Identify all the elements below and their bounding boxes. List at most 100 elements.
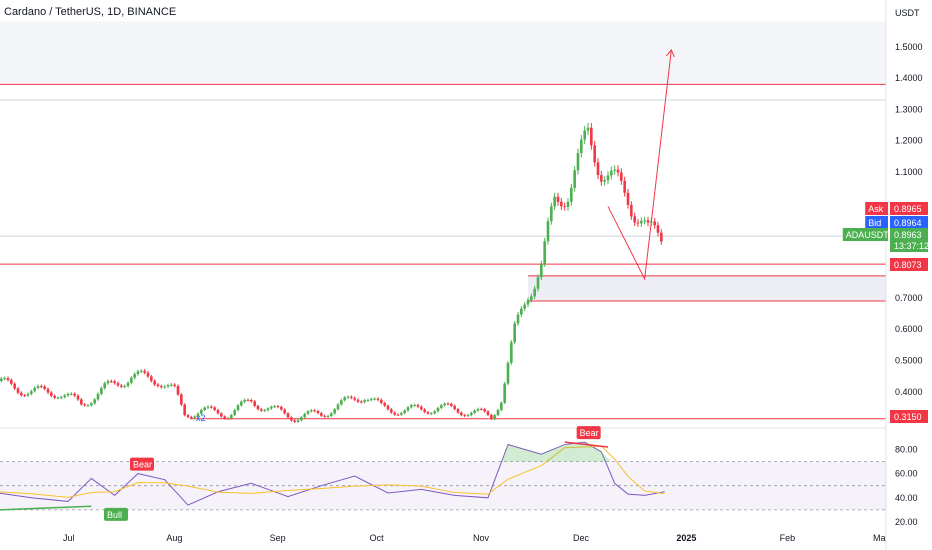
candle-body xyxy=(296,420,300,422)
candle-body xyxy=(313,410,316,412)
candle-body xyxy=(323,415,326,417)
candle-body xyxy=(96,393,100,400)
candle-body xyxy=(623,180,626,193)
candle-body xyxy=(230,414,233,419)
candle-body xyxy=(510,342,513,363)
candle-body xyxy=(500,402,503,410)
price-tag-value: 0.8963 xyxy=(894,230,922,240)
candle-body xyxy=(503,383,506,403)
rsi-tick-label: 40.00 xyxy=(895,493,918,503)
candle-body xyxy=(390,409,393,413)
candle-body xyxy=(413,405,416,407)
candle-body xyxy=(160,386,163,388)
candle-body xyxy=(660,232,663,242)
candle-body xyxy=(293,420,296,422)
candle-body xyxy=(606,175,610,181)
candle-body xyxy=(430,413,433,415)
candle-body xyxy=(423,409,426,413)
candle-body xyxy=(283,409,286,414)
time-tick-label: Ma xyxy=(873,533,886,543)
candle-body xyxy=(600,175,603,182)
candle-body xyxy=(56,397,60,399)
price-tick-label: 1.2000 xyxy=(895,136,923,146)
candle-body xyxy=(540,263,543,278)
candle-body xyxy=(550,206,553,222)
time-tick-label: Aug xyxy=(166,533,182,543)
candle-body xyxy=(656,225,660,233)
projection-arrowhead xyxy=(665,48,675,58)
candle-body xyxy=(106,381,110,384)
candle-body xyxy=(180,394,183,405)
candle-body xyxy=(116,383,120,386)
candle-body xyxy=(246,399,250,401)
candle-body xyxy=(576,153,580,171)
candle-body xyxy=(393,412,396,415)
candle-body xyxy=(456,409,460,413)
candle-body xyxy=(176,385,180,395)
candle-body xyxy=(226,418,230,420)
candle-body xyxy=(363,400,366,402)
candle-body xyxy=(416,405,420,407)
candle-body xyxy=(353,397,356,400)
candle-body xyxy=(536,277,540,289)
candle-body xyxy=(223,416,226,419)
candle-body xyxy=(0,378,3,381)
candle-body xyxy=(376,398,380,400)
candle-body xyxy=(126,382,130,387)
candle-body xyxy=(153,380,156,385)
currency-label: USDT xyxy=(895,8,920,18)
price-tag-value-box xyxy=(890,258,928,271)
candle-body xyxy=(43,386,46,389)
price-tick-label: 0.7000 xyxy=(895,293,923,303)
price-tick-label: 1.1000 xyxy=(895,167,923,177)
candle-body xyxy=(443,403,446,406)
candle-body xyxy=(136,371,140,375)
candle-body xyxy=(113,381,116,384)
candle-body xyxy=(166,385,170,387)
candle-body xyxy=(76,395,80,400)
candle-body xyxy=(83,404,86,406)
candle-body xyxy=(73,393,76,396)
time-tick-label: 2025 xyxy=(676,533,696,543)
candle-body xyxy=(373,398,376,400)
candle-body xyxy=(163,386,166,388)
candle-body xyxy=(86,405,90,407)
price-tag-value-box xyxy=(890,410,928,423)
candle-body xyxy=(433,411,436,414)
candle-body xyxy=(186,415,190,418)
candle-body xyxy=(33,387,36,392)
candle-body xyxy=(336,404,340,410)
candle-body xyxy=(270,406,273,409)
candle-body xyxy=(543,241,546,264)
candle-body xyxy=(60,397,63,399)
candle-body xyxy=(156,384,160,387)
candle-body xyxy=(320,413,323,416)
time-tick-label: Jul xyxy=(63,533,75,543)
candle-body xyxy=(3,378,6,380)
candle-body xyxy=(493,415,496,419)
candle-body xyxy=(110,381,113,383)
candle-body xyxy=(143,370,146,373)
candle-body xyxy=(53,395,56,398)
candle-body xyxy=(513,323,516,343)
candle-body xyxy=(480,408,483,410)
candle-body xyxy=(253,401,256,406)
price-tag-label-box xyxy=(842,228,888,241)
price-tag-value-box xyxy=(890,228,928,252)
candle-body xyxy=(16,388,20,393)
candle-body xyxy=(103,383,106,389)
candle-body xyxy=(170,384,173,386)
candle-body xyxy=(303,413,306,418)
candle-body xyxy=(206,406,210,408)
candle-body xyxy=(343,397,346,401)
candle-body xyxy=(220,413,223,417)
candle-body xyxy=(243,399,246,402)
price-tag-value: 0.3150 xyxy=(894,412,922,422)
candle-body xyxy=(40,386,43,388)
time-tick-label: Sep xyxy=(270,533,286,543)
time-tick-label: Oct xyxy=(370,533,385,543)
candle-body xyxy=(250,399,253,402)
candle-body xyxy=(653,221,656,226)
candle-body xyxy=(256,405,260,410)
